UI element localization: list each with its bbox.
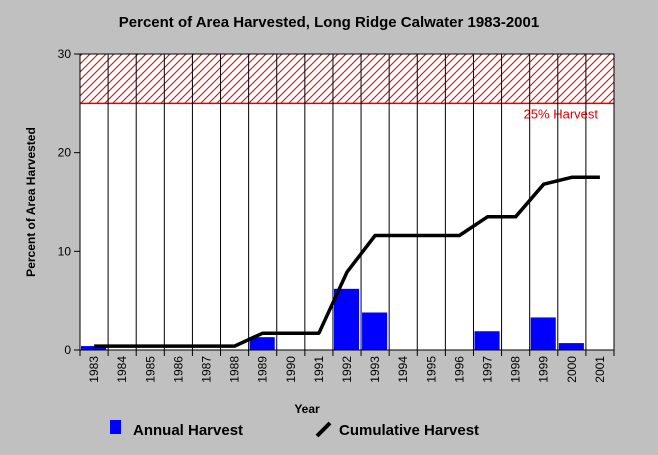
- legend-label-cumulative-harvest: Cumulative Harvest: [339, 422, 479, 439]
- threshold-band-label: 25% Harvest: [524, 106, 599, 121]
- threshold-band-layer: 25% Harvest: [80, 54, 614, 121]
- x-tick-label-1986: 1986: [171, 356, 185, 383]
- x-axis-ticks: 1983 1984 1985 1986 1987 1988 1989 1990 1991 1992…: [79, 350, 615, 383]
- bar-annual-harvest-1997: [474, 331, 500, 350]
- cumulative-harvest-layer: [94, 175, 600, 348]
- legend: Annual Harvest Cumulative Harvest: [110, 420, 479, 439]
- x-tick-label-1998: 1998: [509, 356, 523, 383]
- x-tick-label-1991: 1991: [312, 356, 326, 383]
- x-tick-label-1988: 1988: [228, 356, 242, 383]
- y-tick-label: 0: [64, 343, 71, 357]
- legend-swatch-annual-harvest: [110, 420, 121, 434]
- y-tick-label: 20: [58, 146, 72, 160]
- plot-frame: [79, 53, 615, 351]
- x-tick-label-1993: 1993: [368, 356, 382, 383]
- x-axis-label: Year: [294, 402, 320, 416]
- bar-annual-harvest-1992: [333, 288, 360, 350]
- x-tick-label-1985: 1985: [143, 356, 157, 383]
- x-tick-label-1997: 1997: [481, 356, 495, 383]
- bar-annual-harvest-1989: [249, 337, 275, 350]
- annual-harvest-bars: [81, 288, 584, 350]
- bar-annual-harvest-1993: [362, 312, 388, 350]
- y-axis-ticks: 0 10 20 30: [58, 47, 80, 357]
- bar-annual-harvest-2000: [558, 343, 584, 350]
- y-axis-label: Percent of Area Harvested: [24, 127, 38, 277]
- cumulative-harvest-line: [94, 175, 600, 348]
- x-tick-label-1984: 1984: [115, 356, 129, 383]
- threshold-band: [80, 54, 614, 104]
- y-tick-label: 10: [58, 244, 72, 258]
- x-tick-label-1987: 1987: [199, 356, 213, 383]
- x-tick-label-1995: 1995: [424, 356, 438, 383]
- legend-label-annual-harvest: Annual Harvest: [133, 422, 243, 439]
- x-tick-label-1989: 1989: [256, 356, 270, 383]
- x-tick-label-1983: 1983: [87, 356, 101, 383]
- legend-swatch-cumulative-harvest: [315, 421, 332, 438]
- chart-title: Percent of Area Harvested, Long Ridge Ca…: [119, 14, 539, 31]
- x-tick-label-1996: 1996: [452, 356, 466, 383]
- x-tick-label-1992: 1992: [340, 356, 354, 383]
- bar-annual-harvest-1999: [530, 317, 556, 350]
- bar-annual-harvest-1983: [81, 346, 107, 350]
- x-tick-label-1999: 1999: [537, 356, 551, 383]
- x-tick-label-2000: 2000: [565, 356, 579, 383]
- x-tick-label-1990: 1990: [284, 356, 298, 383]
- y-tick-label: 30: [58, 47, 72, 61]
- x-tick-label-1994: 1994: [396, 356, 410, 383]
- x-tick-label-2001: 2001: [593, 356, 607, 383]
